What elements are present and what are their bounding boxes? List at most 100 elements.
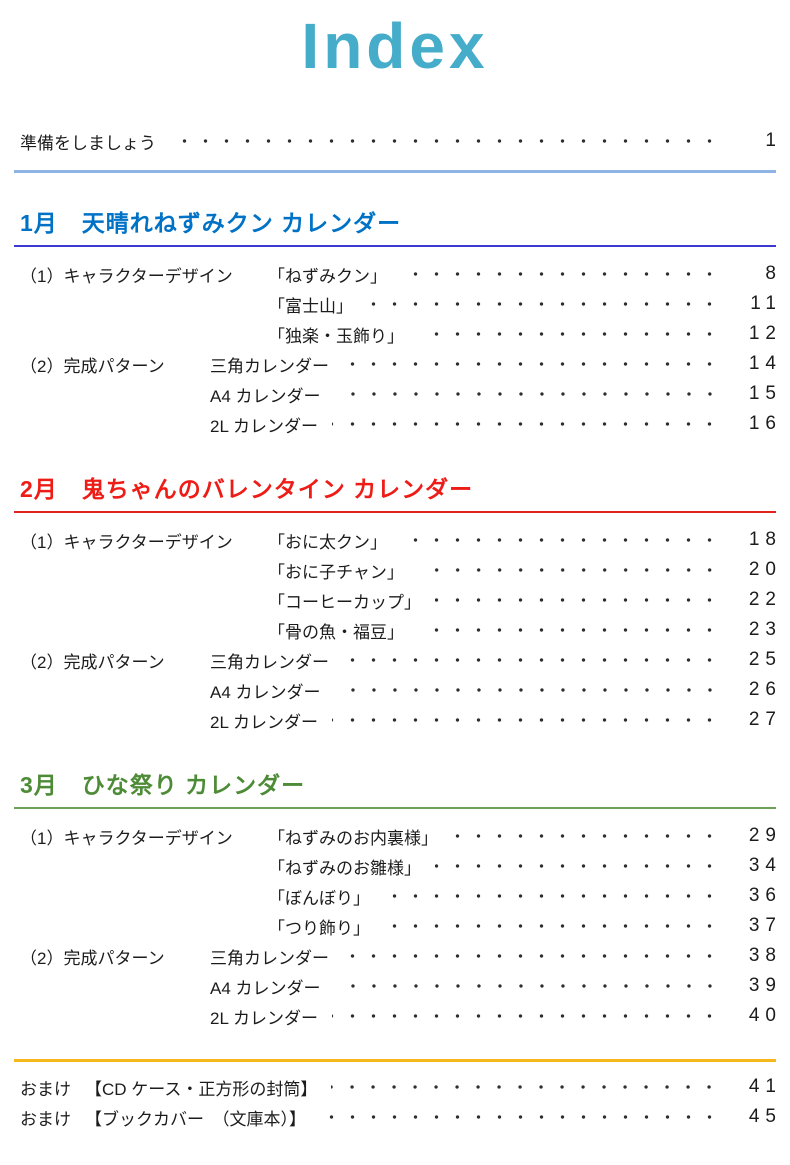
section-heading-february: 2月 鬼ちゃんのバレンタイン カレンダー [20, 476, 474, 502]
dot-leader [343, 349, 720, 379]
toc-entry: 準備をしましょう 1 [14, 126, 776, 156]
entry-page: 23 [748, 619, 782, 640]
toc-entry: （1）キャラクターデザイン 「おに太クン」 18 [14, 525, 776, 555]
toc-entry: おまけ 【ブックカバー （文庫本）】 45 [14, 1102, 776, 1132]
entry-label: 「おに太クン」 [268, 532, 387, 552]
entry-page: 38 [748, 945, 782, 966]
toc-entry: 「ぼんぼり」 36 [14, 881, 776, 911]
entry-label: 「富士山」 [268, 296, 353, 316]
dot-leader [170, 126, 720, 156]
dot-leader [401, 259, 720, 289]
toc-entry: 2L カレンダー 40 [14, 1001, 776, 1031]
dot-leader [384, 881, 720, 911]
entry-page: 18 [748, 529, 782, 550]
entry-category: （2）完成パターン [20, 948, 165, 968]
section-rule-february [14, 511, 776, 513]
entry-page: 34 [748, 855, 782, 876]
page-title: Index [301, 10, 489, 82]
entry-label: A4 カレンダー [210, 682, 321, 702]
intro-divider [14, 170, 776, 173]
entry-label: 「独楽・玉飾り」 [268, 326, 404, 346]
entry-page: 36 [748, 885, 782, 906]
entry-page: 11 [750, 293, 782, 314]
section-heading-january: 1月 天晴れねずみクン カレンダー [20, 210, 402, 236]
entry-label: 「ねずみのお内裏様」 [268, 828, 438, 848]
dot-leader [417, 555, 720, 585]
entry-label: 三角カレンダー [210, 948, 329, 968]
entry-label: 三角カレンダー [210, 652, 329, 672]
dot-leader [401, 525, 720, 555]
dot-leader [332, 705, 720, 735]
entry-label: 2L カレンダー [210, 712, 319, 732]
dot-leader [367, 289, 720, 319]
entry-page: 12 [748, 323, 782, 344]
toc-entry: 「独楽・玉飾り」 12 [14, 319, 776, 349]
toc-entry: 「富士山」 11 [14, 289, 776, 319]
dot-leader [418, 319, 720, 349]
toc-entry: 2L カレンダー 27 [14, 705, 776, 735]
section-entries-march: （1）キャラクターデザイン 「ねずみのお内裏様」 29 「ねずみのお雛様」 34… [14, 809, 776, 1031]
dot-leader [435, 585, 720, 615]
entry-page: 40 [748, 1005, 782, 1026]
toc-entry: 2L カレンダー 16 [14, 409, 776, 439]
dot-leader [332, 1001, 720, 1031]
entry-label: 三角カレンダー [210, 356, 329, 376]
entry-label: 「コーヒーカップ」 [268, 592, 421, 612]
toc-entry: おまけ 【CD ケース・正方形の封筒】 41 [14, 1072, 776, 1102]
toc-entry: （2）完成パターン 三角カレンダー 38 [14, 941, 776, 971]
entry-page: 26 [748, 679, 782, 700]
dot-leader [343, 645, 720, 675]
dot-leader [384, 911, 720, 941]
entry-label: 「つり飾り」 [268, 918, 370, 938]
toc-entry: 「コーヒーカップ」 22 [14, 585, 776, 615]
entry-category: （1）キャラクターデザイン [20, 828, 233, 848]
entry-page: 22 [748, 589, 782, 610]
section-rule-march [14, 807, 776, 809]
entry-page: 16 [748, 413, 782, 434]
extras-divider [14, 1059, 776, 1062]
entry-page: 41 [748, 1076, 782, 1097]
section-rule-january [14, 245, 776, 247]
toc-entry: 「骨の魚・福豆」 23 [14, 615, 776, 645]
toc-entry: 「おに子チャン」 20 [14, 555, 776, 585]
entry-label: 2L カレンダー [210, 1008, 319, 1028]
dot-leader [331, 1072, 720, 1102]
entry-page: 8 [765, 263, 782, 284]
entry-category: おまけ [20, 1079, 71, 1099]
entry-label: 「おに子チャン」 [268, 562, 404, 582]
entry-page: 29 [748, 825, 782, 846]
entry-category: おまけ [20, 1109, 71, 1129]
dot-leader [343, 941, 720, 971]
entry-label: 「ねずみクン」 [268, 266, 387, 286]
dot-leader [334, 971, 720, 1001]
extras-entries: おまけ 【CD ケース・正方形の封筒】 41 おまけ 【ブックカバー （文庫本）… [14, 1062, 776, 1132]
entry-label: 【CD ケース・正方形の封筒】 [85, 1079, 318, 1099]
dot-leader [334, 379, 720, 409]
entry-label: 「骨の魚・福豆」 [268, 622, 404, 642]
entry-page: 25 [748, 649, 782, 670]
entry-label: A4 カレンダー [210, 978, 321, 998]
section-entries-february: （1）キャラクターデザイン 「おに太クン」 18 「おに子チャン」 20 「コー… [14, 513, 776, 735]
entry-category: （2）完成パターン [20, 356, 165, 376]
toc-entry: A4 カレンダー 15 [14, 379, 776, 409]
entry-label: A4 カレンダー [210, 386, 321, 406]
entry-page: 14 [748, 353, 782, 374]
entry-page: 39 [748, 975, 782, 996]
dot-leader [435, 851, 720, 881]
entry-page: 1 [765, 130, 782, 151]
toc-entry: A4 カレンダー 26 [14, 675, 776, 705]
entry-category: （1）キャラクターデザイン [20, 266, 233, 286]
entry-category: （1）キャラクターデザイン [20, 532, 233, 552]
entry-label: 「ねずみのお雛様」 [268, 858, 421, 878]
section-heading-march: 3月 ひな祭り カレンダー [20, 772, 306, 798]
entry-page: 37 [748, 915, 782, 936]
entry-page: 20 [748, 559, 782, 580]
toc-entry: （2）完成パターン 三角カレンダー 14 [14, 349, 776, 379]
entry-page: 15 [748, 383, 782, 404]
dot-leader [452, 821, 720, 851]
toc-entry: A4 カレンダー 39 [14, 971, 776, 1001]
entry-label: 【ブックカバー （文庫本）】 [85, 1109, 306, 1129]
dot-leader [418, 615, 720, 645]
entry-label: 2L カレンダー [210, 416, 319, 436]
